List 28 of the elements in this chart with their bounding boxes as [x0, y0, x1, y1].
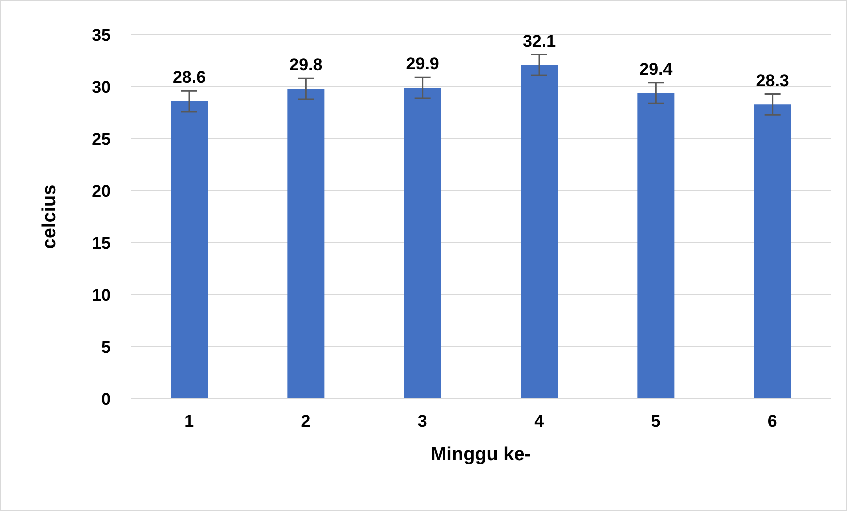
bar — [288, 89, 325, 399]
x-tick-label: 5 — [651, 412, 661, 432]
data-label: 28.3 — [756, 71, 790, 90]
x-tick-label: 4 — [534, 412, 545, 432]
bar — [638, 93, 675, 399]
y-tick-label: 20 — [92, 182, 111, 202]
y-tick-label: 25 — [92, 130, 111, 150]
y-axis-title: celcius — [40, 184, 61, 250]
data-label: 29.4 — [640, 60, 674, 79]
x-tick-label: 1 — [184, 412, 194, 432]
bar — [404, 88, 442, 399]
data-label: 29.8 — [290, 56, 323, 75]
data-label: 28.6 — [172, 68, 206, 88]
x-axis-title: Minggu ke- — [430, 444, 532, 466]
y-tick-label: 35 — [92, 26, 111, 46]
x-tick-label: 3 — [418, 412, 428, 432]
bar — [754, 104, 792, 399]
bar — [521, 65, 558, 399]
y-tick-label: 15 — [92, 234, 111, 254]
y-tick-label: 5 — [102, 338, 111, 358]
x-tick-label: 2 — [301, 412, 311, 432]
data-label: 29.9 — [406, 54, 440, 74]
x-tick-label: 6 — [768, 412, 778, 432]
y-tick-label: 10 — [92, 286, 111, 306]
y-tick-label: 30 — [92, 78, 111, 98]
data-label: 32.1 — [522, 32, 556, 51]
bar — [171, 102, 208, 399]
y-tick-label: 0 — [102, 390, 111, 410]
